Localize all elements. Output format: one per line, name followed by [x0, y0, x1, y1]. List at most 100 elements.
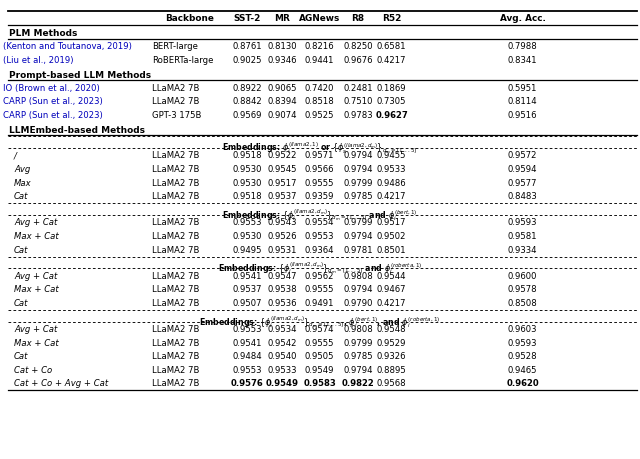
- Text: 0.9465: 0.9465: [508, 365, 538, 374]
- Text: Embeddings: $\{\phi_i^{(llama2,d_m)}\}_{d_m=[1...5]}$ and $\phi_i^{(roberta,1)}$: Embeddings: $\{\phi_i^{(llama2,d_m)}\}_{…: [218, 260, 422, 276]
- Text: 0.8341: 0.8341: [508, 56, 538, 65]
- Text: 0.9593: 0.9593: [508, 338, 538, 347]
- Text: 0.9571: 0.9571: [305, 151, 335, 160]
- Text: 0.9517: 0.9517: [267, 178, 297, 187]
- Text: LLaMA2 7B: LLaMA2 7B: [152, 178, 199, 187]
- Text: 0.2481: 0.2481: [343, 84, 373, 93]
- Text: 0.9526: 0.9526: [267, 231, 297, 241]
- Text: 0.8842: 0.8842: [232, 97, 262, 106]
- Text: 0.9578: 0.9578: [508, 285, 538, 294]
- Text: 0.9359: 0.9359: [305, 192, 335, 201]
- Text: 0.9531: 0.9531: [267, 245, 297, 254]
- Text: 0.9326: 0.9326: [377, 352, 406, 360]
- Text: R8: R8: [351, 14, 365, 23]
- Text: 0.9785: 0.9785: [343, 192, 373, 201]
- Text: 0.8922: 0.8922: [232, 84, 262, 93]
- Text: Embeddings: $\{\phi_i^{(llama2,d_m)}\}_{d_m=[1...5]}$, $\phi_i^{(bert,1)}$, and : Embeddings: $\{\phi_i^{(llama2,d_m)}\}_{…: [199, 313, 441, 329]
- Text: 0.8250: 0.8250: [343, 42, 373, 51]
- Text: R52: R52: [382, 14, 401, 23]
- Text: 0.8895: 0.8895: [377, 365, 406, 374]
- Text: LLaMA2 7B: LLaMA2 7B: [152, 298, 199, 307]
- Text: 0.9495: 0.9495: [232, 245, 262, 254]
- Text: 0.7988: 0.7988: [508, 42, 538, 51]
- Text: LLaMA2 7B: LLaMA2 7B: [152, 245, 199, 254]
- Text: 0.9577: 0.9577: [508, 178, 538, 187]
- Text: 0.9569: 0.9569: [232, 111, 262, 120]
- Text: 0.9794: 0.9794: [343, 231, 373, 241]
- Text: 0.9540: 0.9540: [267, 352, 297, 360]
- Text: 0.9522: 0.9522: [267, 151, 297, 160]
- Text: 0.9542: 0.9542: [267, 338, 297, 347]
- Text: 0.9074: 0.9074: [267, 111, 297, 120]
- Text: Avg + Cat: Avg + Cat: [14, 325, 58, 333]
- Text: 0.9781: 0.9781: [343, 245, 373, 254]
- Text: Max + Cat: Max + Cat: [14, 338, 59, 347]
- Text: Embeddings: $\phi_i^{(llama2,1)}$ or $\{\phi_s^{(llama2,d_m)}\}_{d_m=[1...5]}$: Embeddings: $\phi_i^{(llama2,1)}$ or $\{…: [222, 140, 418, 156]
- Text: 0.9518: 0.9518: [232, 192, 262, 201]
- Text: 0.9065: 0.9065: [267, 84, 297, 93]
- Text: 0.9530: 0.9530: [232, 178, 262, 187]
- Text: 0.9533: 0.9533: [267, 365, 297, 374]
- Text: RoBERTa-large: RoBERTa-large: [152, 56, 213, 65]
- Text: 0.9594: 0.9594: [508, 165, 538, 174]
- Text: 0.9794: 0.9794: [343, 165, 373, 174]
- Text: 0.9549: 0.9549: [266, 379, 298, 387]
- Text: LLaMA2 7B: LLaMA2 7B: [152, 365, 199, 374]
- Text: AGNews: AGNews: [299, 14, 340, 23]
- Text: 0.9562: 0.9562: [305, 271, 335, 280]
- Text: 0.9536: 0.9536: [267, 298, 297, 307]
- Text: Avg + Cat: Avg + Cat: [14, 271, 58, 280]
- Text: 0.9530: 0.9530: [232, 165, 262, 174]
- Text: IO (Brown et al., 2020): IO (Brown et al., 2020): [3, 84, 99, 93]
- Text: Backbone: Backbone: [165, 14, 214, 23]
- Text: 0.9603: 0.9603: [508, 325, 538, 333]
- Text: 0.8394: 0.8394: [267, 97, 297, 106]
- Text: 0.9467: 0.9467: [377, 285, 406, 294]
- Text: Cat: Cat: [14, 192, 29, 201]
- Text: 0.8483: 0.8483: [508, 192, 538, 201]
- Text: LLaMA2 7B: LLaMA2 7B: [152, 84, 199, 93]
- Text: LLaMA2 7B: LLaMA2 7B: [152, 338, 199, 347]
- Text: 0.9548: 0.9548: [377, 325, 406, 333]
- Text: 0.9593: 0.9593: [508, 218, 538, 227]
- Text: 0.9808: 0.9808: [343, 271, 373, 280]
- Text: 0.9547: 0.9547: [267, 271, 297, 280]
- Text: Cat: Cat: [14, 245, 29, 254]
- Text: 0.9799: 0.9799: [343, 338, 373, 347]
- Text: LLaMA2 7B: LLaMA2 7B: [152, 379, 199, 387]
- Text: 0.4217: 0.4217: [377, 56, 406, 65]
- Text: (Liu et al., 2019): (Liu et al., 2019): [3, 56, 73, 65]
- Text: 0.8508: 0.8508: [508, 298, 538, 307]
- Text: 0.9455: 0.9455: [377, 151, 406, 160]
- Text: Embeddings: $\{\phi_i^{(llama2,d_m)}\}_{d_m=[1...5]}$ and $\phi_i^{(bert,1)}$: Embeddings: $\{\phi_i^{(llama2,d_m)}\}_{…: [222, 207, 418, 223]
- Text: 0.9484: 0.9484: [232, 352, 262, 360]
- Text: Cat: Cat: [14, 352, 29, 360]
- Text: 0.7420: 0.7420: [305, 84, 335, 93]
- Text: 0.9533: 0.9533: [377, 165, 406, 174]
- Text: LLaMA2 7B: LLaMA2 7B: [152, 151, 199, 160]
- Text: 0.9525: 0.9525: [305, 111, 335, 120]
- Text: Max: Max: [14, 178, 32, 187]
- Text: 0.9553: 0.9553: [232, 218, 262, 227]
- Text: 0.9799: 0.9799: [343, 178, 373, 187]
- Text: 0.9346: 0.9346: [267, 56, 297, 65]
- Text: 0.9572: 0.9572: [508, 151, 538, 160]
- Text: Cat + Co: Cat + Co: [14, 365, 52, 374]
- Text: LLaMA2 7B: LLaMA2 7B: [152, 97, 199, 106]
- Text: 0.9541: 0.9541: [232, 338, 262, 347]
- Text: 0.1869: 0.1869: [377, 84, 406, 93]
- Text: 0.9620: 0.9620: [506, 379, 539, 387]
- Text: Cat: Cat: [14, 298, 29, 307]
- Text: PLM Methods: PLM Methods: [9, 29, 77, 38]
- Text: LLaMA2 7B: LLaMA2 7B: [152, 165, 199, 174]
- Text: 0.9794: 0.9794: [343, 285, 373, 294]
- Text: 0.9553: 0.9553: [232, 325, 262, 333]
- Text: CARP (Sun et al., 2023): CARP (Sun et al., 2023): [3, 97, 102, 106]
- Text: 0.9566: 0.9566: [305, 165, 335, 174]
- Text: LLaMA2 7B: LLaMA2 7B: [152, 218, 199, 227]
- Text: 0.9528: 0.9528: [508, 352, 538, 360]
- Text: 0.6581: 0.6581: [377, 42, 406, 51]
- Text: 0.8501: 0.8501: [377, 245, 406, 254]
- Text: 0.9537: 0.9537: [267, 192, 297, 201]
- Text: 0.9576: 0.9576: [231, 379, 264, 387]
